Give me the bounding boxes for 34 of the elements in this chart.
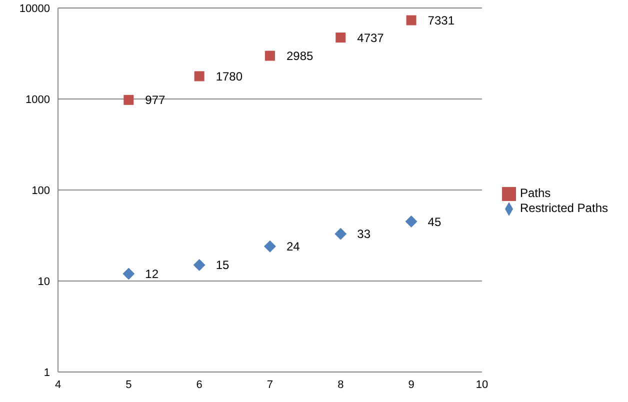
point [122, 268, 135, 280]
y-tick-label: 1000 [26, 94, 50, 106]
y-tick-label: 10000 [19, 2, 50, 15]
point [193, 258, 206, 271]
y-tick-label: 1 [44, 366, 50, 379]
x-tick-label: 10 [476, 378, 488, 391]
y-tick-label: 100 [32, 184, 50, 197]
point [264, 240, 276, 252]
point [406, 15, 416, 26]
point [336, 32, 346, 43]
data-label: 33 [357, 227, 371, 242]
data-label: 15 [216, 258, 230, 272]
x-tick-label: 5 [126, 378, 132, 391]
data-label: 7331 [428, 14, 455, 28]
data-label: 12 [145, 267, 159, 282]
data-label: 2985 [286, 49, 314, 64]
legend-label: Restricted Paths [520, 201, 608, 215]
point [405, 216, 418, 228]
point [334, 228, 347, 240]
data-label: 4737 [357, 30, 384, 45]
x-tick-label: 6 [196, 378, 202, 391]
point [124, 94, 134, 105]
data-label: 1780 [216, 69, 243, 84]
point [264, 50, 275, 61]
x-tick-label: 8 [338, 378, 344, 391]
x-tick-label: 7 [266, 378, 274, 391]
data-label: 45 [428, 214, 442, 229]
data-label: 24 [286, 240, 300, 254]
x-tick-label: 9 [408, 378, 414, 391]
data-label: 977 [145, 93, 166, 108]
legend-label: Paths [520, 186, 551, 200]
x-tick-label: 4 [54, 378, 62, 391]
point [194, 71, 204, 82]
y-tick-label: 10 [38, 276, 50, 288]
